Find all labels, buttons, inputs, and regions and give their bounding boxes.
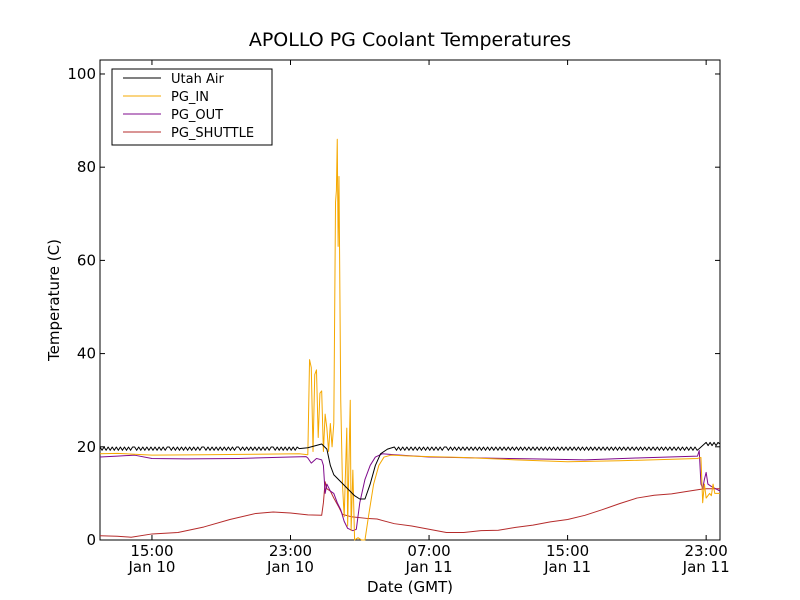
x-tick-label-time: 15:00 <box>130 542 173 560</box>
y-tick-label: 60 <box>77 251 96 269</box>
x-tick-label-time: 15:00 <box>546 542 589 560</box>
x-tick-label-time: 07:00 <box>407 542 450 560</box>
x-axis-label: Date (GMT) <box>367 578 453 596</box>
x-tick-label-time: 23:00 <box>269 542 312 560</box>
series-line-pg-in <box>99 138 720 541</box>
x-tick-label-date: Jan 11 <box>405 558 453 576</box>
series-line-pg-out <box>99 450 721 532</box>
legend-label-pg-in: PG_IN <box>171 90 209 105</box>
y-tick-label: 80 <box>77 158 96 176</box>
x-tick-label-date: Jan 10 <box>127 558 175 576</box>
x-tick-label-date: Jan 10 <box>266 558 314 576</box>
legend-label-pg-shuttle: PG_SHUTTLE <box>171 126 254 141</box>
series-line-pg-shuttle <box>99 481 720 538</box>
x-tick-label-time: 23:00 <box>685 542 728 560</box>
x-tick-label-date: Jan 11 <box>543 558 591 576</box>
y-tick-label: 100 <box>67 65 96 83</box>
legend-label-utah-air: Utah Air <box>171 72 224 87</box>
y-tick-label: 20 <box>77 438 96 456</box>
chart-title: APOLLO PG Coolant Temperatures <box>249 29 571 51</box>
x-tick-label-date: Jan 11 <box>682 558 730 576</box>
series-line-utah-air <box>99 441 721 500</box>
y-axis-label: Temperature (C) <box>45 239 63 362</box>
y-tick-label: 0 <box>86 531 96 549</box>
legend-label-pg-out: PG_OUT <box>171 108 223 123</box>
series-layer <box>99 138 721 541</box>
y-tick-label: 40 <box>77 345 96 363</box>
legend: Utah Air PG_IN PG_OUT PG_SHUTTLE <box>111 68 273 146</box>
